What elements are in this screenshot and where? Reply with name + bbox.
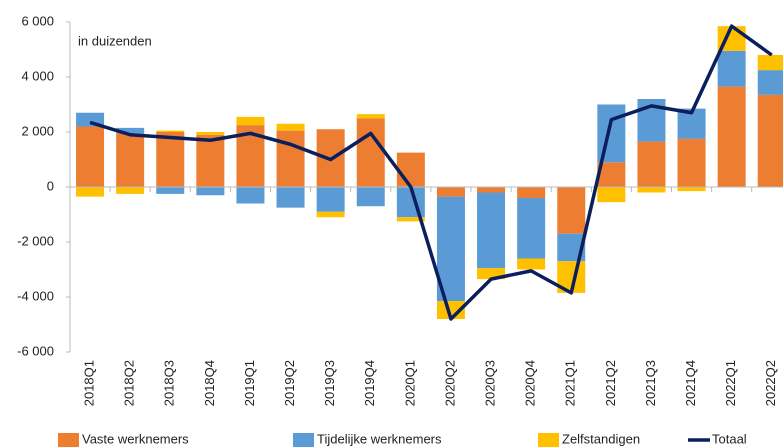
bar bbox=[637, 187, 666, 193]
x-tick-label: 2020Q2 bbox=[442, 360, 457, 406]
bar bbox=[757, 94, 783, 187]
y-tick-label: -6 000 bbox=[17, 343, 54, 358]
legend-label: Zelfstandigen bbox=[562, 431, 640, 446]
bar bbox=[396, 152, 425, 187]
annotation: in duizenden bbox=[78, 33, 152, 48]
y-tick-label: -4 000 bbox=[17, 288, 54, 303]
bar bbox=[757, 70, 783, 95]
y-tick-label: 4 000 bbox=[21, 68, 54, 83]
bar bbox=[436, 301, 465, 319]
bar bbox=[316, 187, 345, 212]
bar bbox=[436, 187, 465, 197]
bar bbox=[196, 187, 225, 196]
x-tick-label: 2022Q1 bbox=[723, 360, 738, 406]
bar bbox=[477, 268, 506, 280]
bar bbox=[677, 187, 706, 192]
bar bbox=[356, 114, 385, 119]
x-tick-label: 2018Q2 bbox=[122, 360, 137, 406]
x-tick-label: 2022Q2 bbox=[763, 360, 778, 406]
bar bbox=[477, 192, 506, 269]
bar bbox=[196, 132, 225, 135]
line bbox=[89, 24, 773, 321]
bar bbox=[156, 130, 185, 132]
bar bbox=[156, 187, 185, 194]
bar bbox=[637, 141, 666, 187]
x-tick-label: 2020Q3 bbox=[482, 360, 497, 406]
x-tick-label: 2019Q4 bbox=[362, 360, 377, 406]
x-tick-label: 2020Q4 bbox=[523, 360, 538, 406]
bar bbox=[116, 133, 145, 187]
x-tick-label: 2021Q2 bbox=[603, 360, 618, 406]
bar bbox=[156, 132, 185, 187]
x-tick-label: 2019Q2 bbox=[282, 360, 297, 406]
bar bbox=[757, 55, 783, 71]
bar bbox=[276, 130, 305, 187]
bar bbox=[597, 187, 626, 203]
y-tick-label: 6 000 bbox=[21, 13, 54, 28]
legend-swatch bbox=[58, 433, 79, 447]
x-tick-label: 2018Q1 bbox=[81, 360, 96, 406]
bar bbox=[517, 198, 546, 259]
bar bbox=[717, 50, 746, 87]
bar bbox=[196, 134, 225, 187]
bar bbox=[76, 187, 105, 197]
legend-swatch bbox=[293, 433, 314, 447]
bar bbox=[236, 116, 265, 126]
bar bbox=[597, 104, 626, 163]
x-tick-label: 2021Q1 bbox=[563, 360, 578, 406]
bar bbox=[236, 187, 265, 204]
x-tick-label: 2018Q3 bbox=[162, 360, 177, 406]
x-tick-label: 2020Q1 bbox=[402, 360, 417, 406]
bar bbox=[356, 118, 385, 187]
y-tick-label: -2 000 bbox=[17, 233, 54, 248]
y-tick-label: 2 000 bbox=[21, 123, 54, 138]
bar bbox=[477, 187, 506, 193]
bar bbox=[116, 127, 145, 134]
legend-label: Totaal bbox=[712, 431, 747, 446]
x-tick-label: 2018Q4 bbox=[202, 360, 217, 406]
bar bbox=[557, 187, 586, 234]
bar bbox=[116, 187, 145, 194]
bar bbox=[396, 217, 425, 222]
bar bbox=[517, 258, 546, 270]
x-tick-label: 2021Q3 bbox=[643, 360, 658, 406]
bar bbox=[276, 187, 305, 208]
bar bbox=[677, 138, 706, 187]
legend-label: Tijdelijke werknemers bbox=[317, 431, 442, 446]
bar bbox=[717, 86, 746, 187]
x-tick-label: 2019Q1 bbox=[242, 360, 257, 406]
x-tick-label: 2021Q4 bbox=[683, 360, 698, 406]
legend-label: Vaste werknemers bbox=[82, 431, 189, 446]
bar bbox=[316, 211, 345, 218]
bar bbox=[356, 187, 385, 207]
y-tick-label: 0 bbox=[47, 178, 54, 193]
bar bbox=[517, 187, 546, 198]
bar bbox=[276, 123, 305, 131]
legend-swatch bbox=[538, 433, 559, 447]
bar bbox=[76, 126, 105, 187]
x-tick-label: 2019Q3 bbox=[322, 360, 337, 406]
